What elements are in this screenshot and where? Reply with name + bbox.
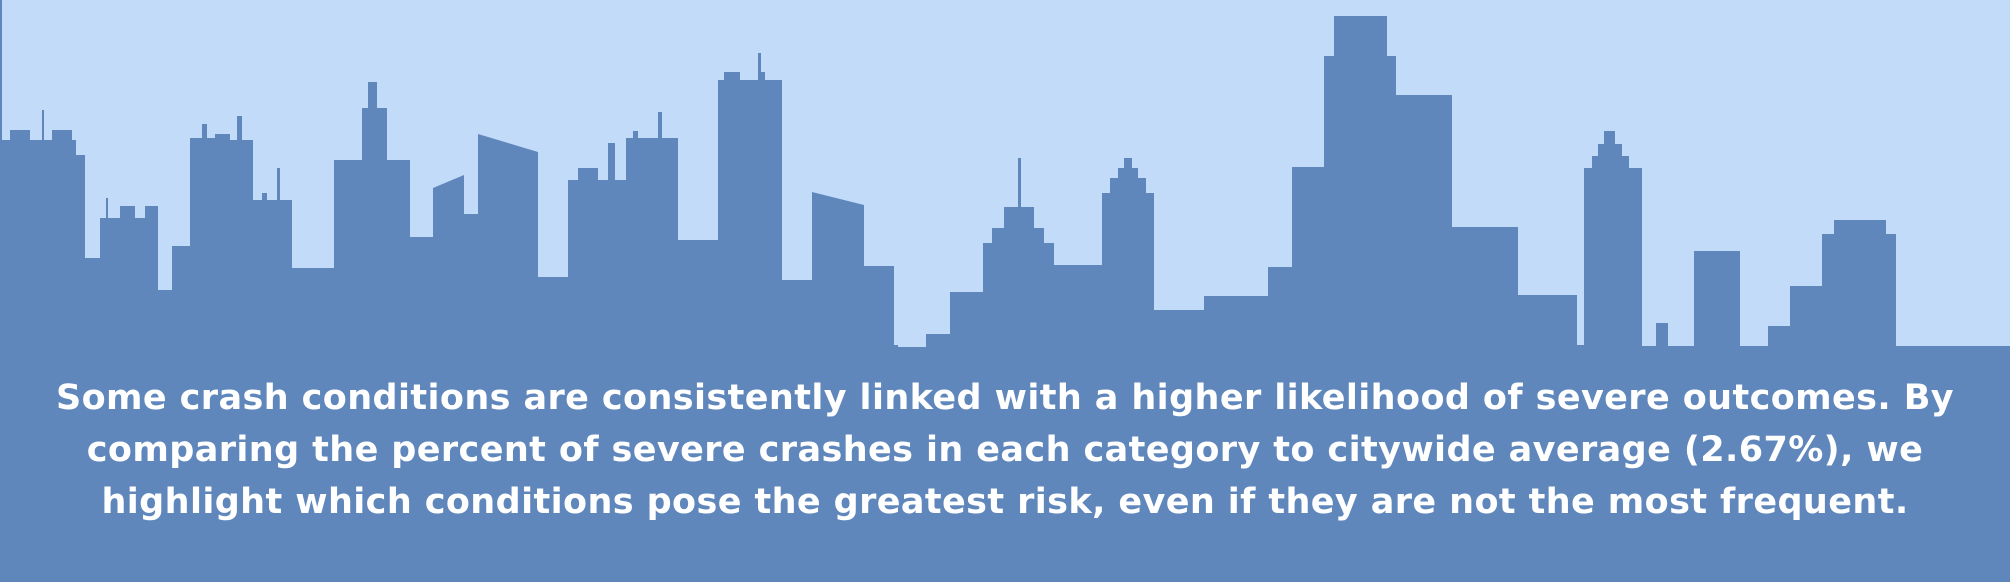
skyline-buildings (0, 16, 2010, 360)
caption-text: Some crash conditions are consistently l… (56, 378, 1954, 522)
skyline-silhouette (0, 0, 2010, 360)
skyline-left-edge (0, 0, 2, 150)
